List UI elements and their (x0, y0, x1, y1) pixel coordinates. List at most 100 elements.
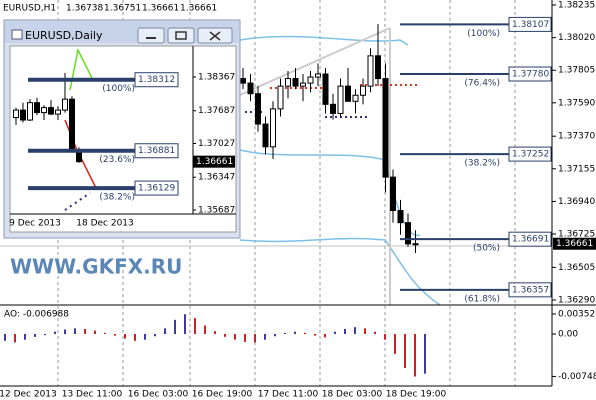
candle-body (315, 73, 321, 78)
inset-price-label: 1.36347 (198, 173, 235, 183)
candle-body (345, 85, 351, 102)
candle-body (307, 76, 314, 84)
inset-candle-body (48, 107, 54, 115)
fib-label-box (508, 146, 552, 162)
fib-percent: (61.8%) (464, 294, 500, 304)
candle-body (375, 55, 381, 80)
time-label: 17 Dec 11:00 (258, 390, 319, 400)
candle-body (382, 78, 389, 178)
inset-title: EURUSD,Daily (25, 29, 103, 42)
inset-price-label: 1.37027 (198, 139, 235, 149)
inset-candle-body (27, 102, 33, 121)
chart-header-symbol: EURUSD,H1 (3, 4, 56, 14)
ao-tick-label: 0.00 (558, 330, 578, 340)
inset-fib-price: 1.36881 (138, 146, 175, 156)
time-label: 18 Dec 03:00 (322, 390, 383, 400)
inset-candle-body (41, 107, 47, 114)
candle-body (405, 222, 411, 245)
price-label: 1.37155 (558, 164, 595, 174)
current-price-box (553, 237, 596, 250)
ao-tick-label: -0.007489 (558, 372, 596, 382)
price-label: 1.36940 (558, 197, 595, 207)
inset-current-box (193, 155, 235, 168)
inset-candle-body (55, 109, 61, 115)
fib-percent: (50%) (473, 244, 500, 254)
inset-candle-body (20, 109, 26, 121)
header-low: 1.36661 (142, 4, 179, 14)
watermark: WWW.GKFX.RU (10, 255, 182, 279)
fib-price: 1.38107 (512, 20, 549, 30)
inset-time-label: 18 Dec 2013 (76, 219, 134, 229)
inset-fib-percent: (23.6%) (99, 155, 135, 165)
price-label: 1.36725 (558, 230, 595, 240)
time-label: 13 Dec 11:00 (62, 390, 123, 400)
header-high: 1.36751 (104, 4, 141, 14)
candle-body (262, 123, 269, 148)
time-label: 16 Dec 19:00 (192, 390, 253, 400)
inset-fib-price: 1.38312 (138, 75, 175, 85)
minimize-button[interactable] (137, 27, 165, 44)
candle-body (292, 78, 299, 87)
fib-percent: (38.2%) (464, 159, 500, 169)
candle-body (300, 82, 306, 87)
candle-body (360, 85, 366, 96)
price-label: 1.37370 (558, 132, 595, 142)
inset-fib-price: 1.36129 (138, 184, 175, 194)
header-close: 1.36661 (180, 4, 217, 14)
price-label: 1.38020 (558, 33, 595, 43)
candle-body (322, 73, 329, 105)
fib-label-box (508, 16, 552, 32)
inset-chart: 1.38367 1.37687 1.37027 1.36347 1.35687 1.383… (9, 72, 235, 229)
inset-fib-box (134, 180, 179, 196)
inset-price-label: 1.35687 (198, 206, 235, 216)
inset-chart-area (9, 45, 237, 233)
price-label: 1.36290 (558, 296, 595, 306)
price-label: 1.36505 (558, 263, 595, 273)
candle-body (367, 55, 374, 87)
bollinger-lower-2 (239, 237, 441, 306)
maximize-button[interactable] (167, 27, 195, 44)
inset-fib-percent: (100%) (102, 84, 135, 94)
price-label: 1.37590 (558, 98, 595, 108)
fib-label-box (508, 66, 552, 82)
time-label: 16 Dec 03:00 (128, 390, 189, 400)
current-price: 1.36661 (556, 239, 593, 249)
window-icon (11, 29, 23, 40)
fib-price: 1.36357 (512, 285, 549, 295)
inset-sar (64, 192, 91, 211)
inset-candle-body (62, 98, 68, 111)
inset-time-label: 9 Dec 2013 (9, 219, 61, 229)
candle-body (277, 85, 284, 110)
fib-label-box (508, 231, 552, 247)
candle-body (330, 103, 336, 114)
candle-body (285, 78, 291, 87)
candle-body (255, 93, 261, 125)
fib-percent: (100%) (467, 29, 500, 39)
inset-green-trend (69, 47, 94, 91)
candle-body (240, 78, 246, 84)
inset-window (3, 19, 241, 239)
inset-current-price: 1.36661 (196, 157, 233, 167)
ao-label: AO: -0.006988 (4, 310, 69, 320)
inset-candle-body (69, 98, 75, 151)
candle-body (352, 94, 359, 102)
inset-candle-body (34, 102, 40, 114)
candle-body (397, 210, 404, 224)
bollinger-upper (239, 35, 409, 46)
inset-candle-body (13, 109, 19, 119)
fib-price: 1.37780 (512, 70, 549, 80)
inset-fib-percent: (38.2%) (99, 193, 135, 203)
candle-body (247, 82, 254, 95)
inset-price-label: 1.38367 (198, 73, 235, 83)
fib-price: 1.37252 (512, 150, 549, 160)
trend-line (239, 27, 391, 96)
candle-body (412, 243, 419, 246)
inset-fib-box (134, 72, 179, 88)
header-open: 1.36738 (66, 4, 103, 14)
candle-body (390, 176, 396, 212)
price-label: 1.38235 (558, 1, 595, 11)
time-label: 12 Dec 2013 (0, 390, 57, 400)
fib-label-box (508, 282, 552, 298)
